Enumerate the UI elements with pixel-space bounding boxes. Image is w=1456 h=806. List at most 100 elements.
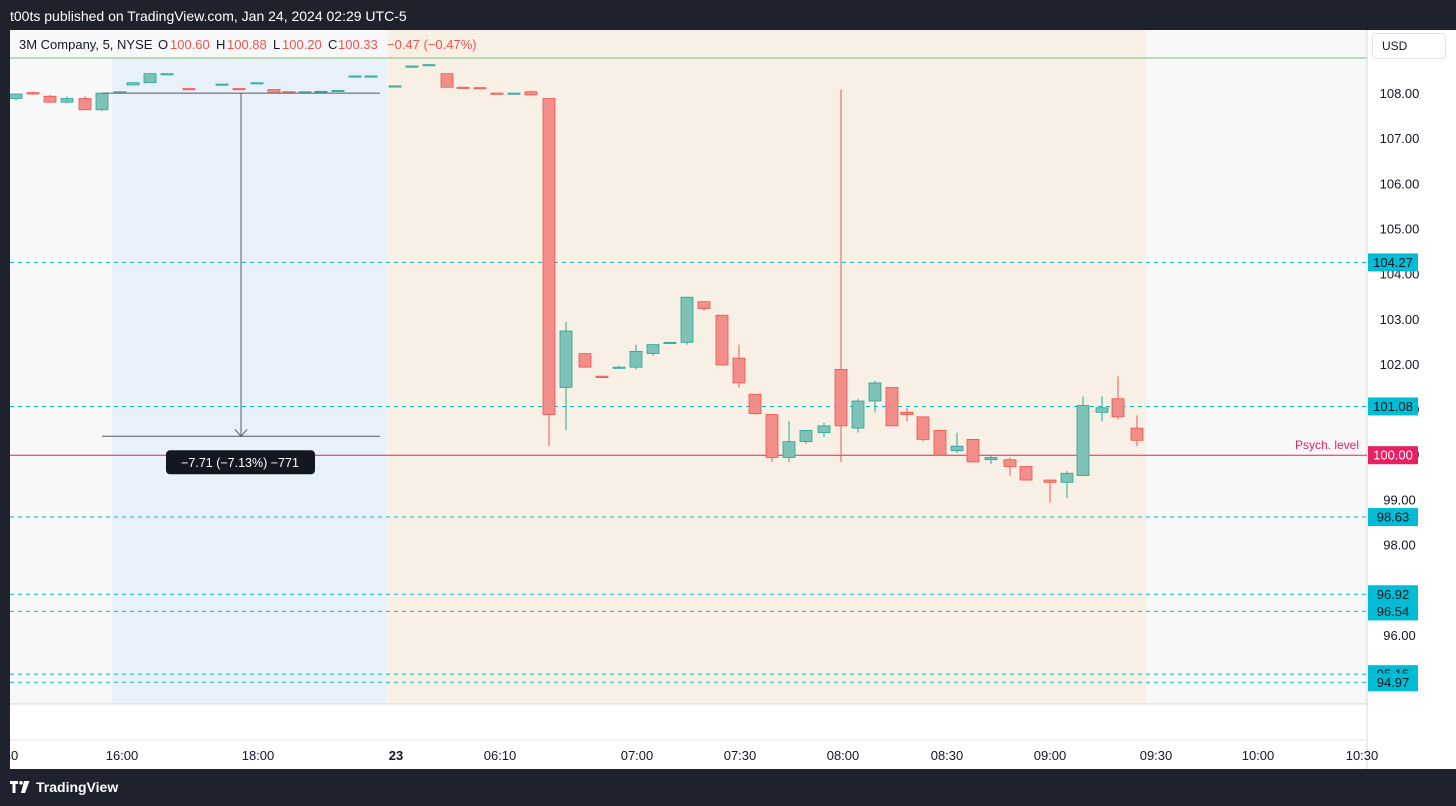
- high-label: H: [216, 37, 226, 52]
- candle-body: [1003, 459, 1017, 467]
- candle[interactable]: [143, 73, 157, 84]
- candle[interactable]: [984, 455, 998, 465]
- candle[interactable]: [348, 75, 362, 78]
- candle[interactable]: [1060, 471, 1074, 499]
- tradingview-logo-icon: [10, 781, 30, 793]
- candle[interactable]: [663, 341, 677, 344]
- candle-body: [900, 411, 914, 415]
- candle-body: [646, 344, 660, 355]
- candle[interactable]: [250, 82, 264, 85]
- candle-body: [232, 88, 246, 91]
- candle-body: [916, 416, 930, 440]
- candle[interactable]: [612, 365, 626, 369]
- chart-frame[interactable]: 108.00 107.00 106.00 105.00 104.00 103.00 102.…: [10, 30, 1456, 769]
- candle[interactable]: [331, 89, 345, 92]
- candle[interactable]: [578, 353, 592, 368]
- candle-body: [473, 87, 487, 90]
- candle[interactable]: [1130, 415, 1144, 447]
- candle[interactable]: [524, 90, 538, 96]
- candle[interactable]: [232, 88, 246, 91]
- candle[interactable]: [95, 92, 109, 112]
- candle-body: [966, 438, 980, 463]
- candle-body: [215, 83, 229, 86]
- candle[interactable]: [182, 88, 196, 91]
- currency-label: USD: [1382, 39, 1408, 53]
- time-tick-label: 15:30: [10, 748, 18, 763]
- candle[interactable]: [868, 380, 882, 413]
- time-tick-label: 07:30: [724, 748, 757, 763]
- candle[interactable]: [697, 301, 711, 311]
- candle[interactable]: [680, 296, 694, 345]
- symbol-name[interactable]: 3M Company, 5, NYSE: [19, 37, 153, 52]
- candle-body: [765, 414, 779, 458]
- candle[interactable]: [629, 344, 643, 370]
- tradingview-logo[interactable]: TradingView: [10, 779, 118, 795]
- candle[interactable]: [646, 344, 660, 356]
- candle[interactable]: [60, 96, 74, 104]
- price-tick-label: 102.00: [1380, 357, 1420, 372]
- candle[interactable]: [834, 89, 848, 462]
- time-tick-label: 10:30: [1346, 748, 1379, 763]
- candle-body: [250, 82, 264, 85]
- candle[interactable]: [542, 98, 556, 447]
- candle[interactable]: [559, 322, 573, 431]
- candle[interactable]: [364, 75, 378, 78]
- measure-tool[interactable]: −7.71 (−7.13%) −771: [102, 92, 380, 475]
- candle[interactable]: [507, 92, 521, 95]
- candle[interactable]: [966, 438, 980, 463]
- price-chart[interactable]: 108.00107.00106.00105.00104.00103.00102.…: [10, 30, 1456, 769]
- candle[interactable]: [1095, 396, 1109, 422]
- candle[interactable]: [732, 344, 746, 388]
- candle[interactable]: [26, 91, 40, 95]
- candle[interactable]: [817, 422, 831, 438]
- candle[interactable]: [490, 92, 504, 95]
- candle[interactable]: [314, 90, 328, 93]
- psych-price-tag: [1368, 446, 1418, 465]
- candle[interactable]: [1019, 466, 1033, 481]
- candle[interactable]: [595, 375, 609, 378]
- candle[interactable]: [950, 432, 964, 453]
- time-tick-label: 06:10: [484, 748, 517, 763]
- candle[interactable]: [1111, 376, 1125, 420]
- candle[interactable]: [160, 73, 174, 76]
- candle-body: [885, 387, 899, 427]
- candle[interactable]: [1076, 396, 1090, 476]
- candle[interactable]: [916, 416, 930, 442]
- candle-body: [490, 92, 504, 95]
- candle[interactable]: [456, 86, 470, 89]
- candle[interactable]: [799, 429, 813, 444]
- candle[interactable]: [933, 429, 947, 457]
- candle[interactable]: [782, 421, 796, 462]
- candle[interactable]: [78, 96, 92, 111]
- candle[interactable]: [765, 414, 779, 462]
- level-price-tag: [1368, 397, 1418, 416]
- candle[interactable]: [267, 89, 281, 94]
- candle[interactable]: [126, 82, 140, 86]
- candle[interactable]: [851, 398, 865, 433]
- candle[interactable]: [473, 87, 487, 90]
- candle[interactable]: [422, 64, 436, 67]
- candle[interactable]: [900, 407, 914, 422]
- candle[interactable]: [715, 314, 729, 366]
- candle[interactable]: [215, 83, 229, 86]
- level-price-tag: [1368, 253, 1418, 272]
- candle-body: [422, 64, 436, 67]
- candle-body: [799, 429, 813, 443]
- candle[interactable]: [43, 94, 57, 104]
- currency-button[interactable]: USD: [1372, 33, 1446, 59]
- candle-body: [817, 425, 831, 434]
- price-tick-label: 96.00: [1383, 628, 1416, 643]
- candle[interactable]: [1003, 457, 1017, 476]
- candle-body: [331, 89, 345, 92]
- candle[interactable]: [885, 387, 899, 427]
- candlesticks[interactable]: [10, 64, 1144, 503]
- candle[interactable]: [405, 65, 419, 68]
- candle-body: [933, 429, 947, 456]
- candle[interactable]: [10, 93, 23, 101]
- candle[interactable]: [748, 393, 762, 415]
- price-tick-label: 98.00: [1383, 538, 1416, 553]
- measure-label-box: [166, 450, 315, 475]
- candle[interactable]: [440, 73, 454, 88]
- candle[interactable]: [388, 85, 402, 88]
- candle[interactable]: [1043, 479, 1057, 503]
